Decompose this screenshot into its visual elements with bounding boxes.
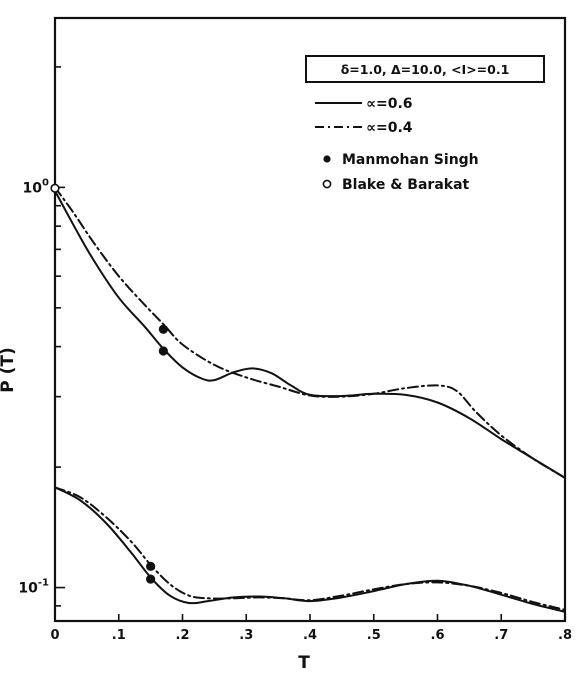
upper-dashdot-curve xyxy=(54,186,566,479)
y-tick-label: 10-1 xyxy=(18,578,49,597)
parameter-box xyxy=(305,55,545,83)
legend: δ=1.0, Δ=10.0, <I>=0.1 ∝=0.6 ∝=0.4 Manmo… xyxy=(305,55,545,193)
x-tick-label: .6 xyxy=(431,628,445,643)
x-tick-label: 0 xyxy=(50,628,59,643)
x-tick-label: .7 xyxy=(494,628,508,643)
x-tick-label: .3 xyxy=(239,628,253,643)
x-tick-label: .4 xyxy=(303,628,317,643)
upper-solid-curve xyxy=(54,189,566,479)
blake-barakat-point xyxy=(50,183,60,193)
manmohan-singh-point xyxy=(146,574,156,584)
lower-dashdot-curve xyxy=(54,486,566,611)
manmohan-singh-point xyxy=(158,324,168,334)
parameter-box-text: δ=1.0, Δ=10.0, <I>=0.1 xyxy=(341,62,510,77)
legend-label-alpha-06: ∝=0.6 xyxy=(366,96,413,112)
legend-label-manmohan-singh: Manmohan Singh xyxy=(342,152,479,168)
plot-frame xyxy=(53,16,567,623)
manmohan-singh-point xyxy=(146,561,156,571)
manmohan-singh-point xyxy=(158,346,168,356)
y-axis-label: P (T) xyxy=(0,347,18,393)
lower-solid-curve xyxy=(54,486,566,613)
x-tick-label: .5 xyxy=(367,628,381,643)
legend-filled-circle-icon xyxy=(323,155,331,163)
y-tick-label: 100 xyxy=(23,177,49,196)
x-axis-label: T xyxy=(298,653,310,673)
x-tick-label: .2 xyxy=(176,628,190,643)
x-tick-label: .1 xyxy=(112,628,126,643)
legend-open-circle-icon xyxy=(322,179,332,189)
legend-label-alpha-04: ∝=0.4 xyxy=(366,120,413,136)
legend-label-blake-barakat: Blake & Barakat xyxy=(342,177,470,193)
x-tick-label: .8 xyxy=(558,628,572,643)
